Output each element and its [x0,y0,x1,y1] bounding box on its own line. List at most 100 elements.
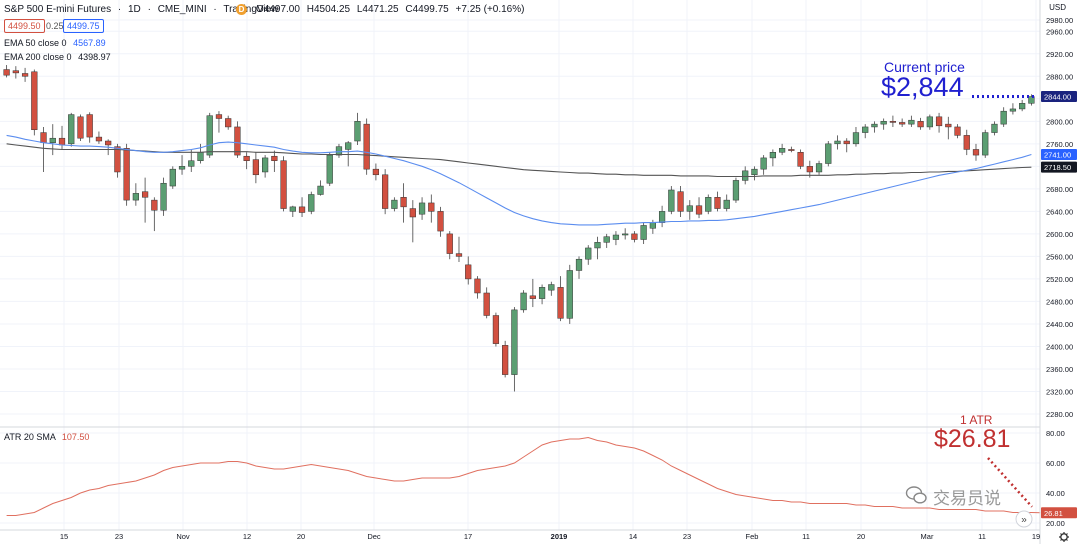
candle-body [188,160,195,167]
candle-body [105,140,112,146]
candle [151,197,158,232]
sell-price-box[interactable]: 4499.50 [4,19,45,33]
candle-body [566,270,573,319]
candle-body [557,287,564,319]
candle [178,155,186,175]
candle [95,131,103,144]
candle-body [326,154,333,184]
candle [954,124,961,139]
atr-annotation-label: 1 ATR [960,413,993,427]
candle [566,264,573,324]
ema50-line [6,134,1032,226]
interval-label[interactable]: 1D [128,4,141,15]
currency-label[interactable]: USD [1049,3,1066,12]
atr-value-tag-bg [1041,507,1077,519]
candle [1009,103,1017,115]
candle-body [538,287,546,299]
candle-body [622,233,629,236]
atr-legend[interactable]: ATR 20 SMA 107.50 [4,431,89,443]
atr-axis[interactable]: 80.00 60.00 40.00 20.00 [1046,429,1065,528]
time-tick-label: 19 [1032,532,1040,541]
time-tick-label: 14 [629,532,637,541]
candle-body [658,211,666,223]
candle [382,169,389,215]
candle-body [21,73,29,77]
buy-price-box[interactable]: 4499.75 [63,19,104,33]
candle-body [345,142,352,150]
atr-legend-label: ATR 20 SMA [4,432,56,442]
candle [640,222,647,245]
candle [345,141,352,167]
candle [335,143,343,158]
candle [871,121,878,133]
candle-body [843,140,850,145]
price-tick-label: 2320.00 [1046,387,1073,396]
candle-body [908,119,915,125]
candle-body [797,152,804,167]
candle [862,124,869,139]
spread-value: 0.25 [46,21,64,31]
candle-body [982,132,989,156]
candle [215,111,223,133]
time-axis[interactable]: 15 23 Nov 12 20 Dec 17 2019 14 23 Feb 11 20 Mar 11 19 [60,532,1040,541]
delayed-data-badge[interactable]: D [236,4,247,15]
candle [760,155,767,175]
candle [31,69,38,136]
settings-gear-icon[interactable] [1059,532,1069,542]
candle-body [742,170,749,181]
candle-body [363,123,370,170]
current-price-tag-text: 2844.00 [1044,93,1071,102]
ema200-legend-value: 4398.97 [78,52,111,62]
ema200-value-tag-bg [1041,161,1077,173]
candle [326,152,333,187]
candle [252,152,259,184]
price-axis[interactable]: 2980.002960.002920.002880.002840.002800.… [1046,16,1073,419]
close-value: C4499.75 [405,4,449,15]
ema50-legend-label: EMA 50 close 0 [4,38,67,48]
candle-body [206,115,213,156]
ema50-legend-value: 4567.89 [73,38,106,48]
scroll-to-realtime-button[interactable]: » [1015,510,1033,528]
candle-body [474,278,481,294]
candle [668,186,675,215]
candle-body [400,197,407,208]
candle [3,65,10,78]
candle-body [234,126,241,156]
candle [243,152,250,170]
candle-body [437,211,444,232]
candle-body [354,121,361,142]
current-price-annotation-label: Current price [884,59,965,75]
candle-body [215,114,223,119]
candle-body [262,157,269,173]
candle [446,231,453,260]
candle-body [686,205,693,212]
candle [474,276,481,299]
source-label: TradingView [223,4,279,15]
candle-body [49,137,56,143]
candle-body [677,191,684,212]
candle [575,256,583,279]
ema200-legend[interactable]: EMA 200 close 0 4398.97 [4,51,111,63]
ema50-legend[interactable]: EMA 50 close 0 4567.89 [4,37,106,49]
candle [363,118,370,175]
candle-body [308,194,315,212]
candle [123,143,130,206]
candle-body [12,70,19,74]
candle-body [252,159,259,176]
candle [465,256,472,285]
time-tick-label: Feb [746,532,759,541]
candle-body [649,222,656,229]
candle-body [317,185,324,195]
candle-body [382,174,389,209]
low-value: L4471.25 [356,4,399,15]
candle-body [289,206,296,212]
symbol-name[interactable]: S&P 500 E-mini Futures [4,4,112,15]
price-tick-label: 2400.00 [1046,342,1073,351]
candle [317,180,324,196]
candle-body [280,160,287,209]
candle [49,124,56,156]
high-value: H4504.25 [306,4,351,15]
candle-body [585,247,592,260]
